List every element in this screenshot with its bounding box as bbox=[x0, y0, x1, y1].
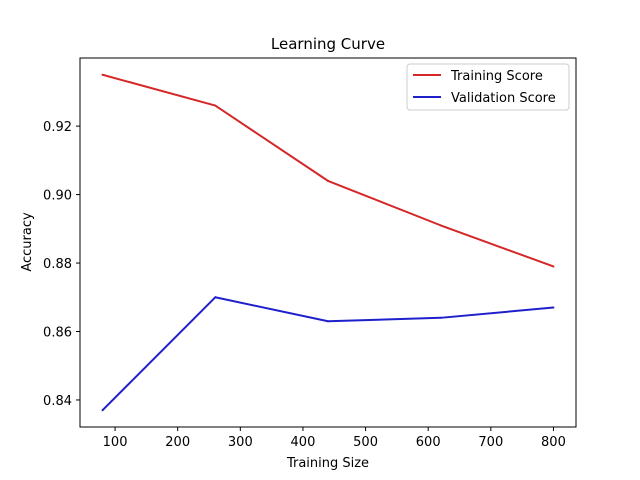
legend-label-validation-score: Validation Score bbox=[451, 91, 556, 106]
point-training-score-260 bbox=[214, 104, 217, 107]
legend: Training Score Validation Score bbox=[406, 63, 570, 111]
point-validation-score-620 bbox=[439, 316, 442, 319]
x-tick-label-700: 700 bbox=[478, 435, 503, 450]
x-axis-label: Training Size bbox=[286, 456, 369, 471]
point-training-score-80 bbox=[101, 73, 104, 76]
x-axis: 100 200 300 400 500 600 700 800 bbox=[103, 427, 566, 450]
y-tick-label-0.84: 0.84 bbox=[43, 394, 72, 409]
x-tick-label-800: 800 bbox=[541, 435, 566, 450]
y-tick-label-0.90: 0.90 bbox=[43, 189, 72, 204]
point-validation-score-80 bbox=[101, 409, 104, 412]
x-tick-label-100: 100 bbox=[103, 435, 128, 450]
point-training-score-620 bbox=[439, 224, 442, 227]
chart-title: Learning Curve bbox=[271, 35, 385, 53]
y-axis-label: Accuracy bbox=[20, 212, 35, 272]
point-validation-score-260 bbox=[214, 296, 217, 299]
series-layer bbox=[101, 73, 555, 412]
plot-area bbox=[79, 57, 577, 428]
x-tick-label-300: 300 bbox=[228, 435, 253, 450]
point-training-score-800 bbox=[552, 265, 555, 268]
x-tick-label-500: 500 bbox=[353, 435, 378, 450]
y-tick-label-0.92: 0.92 bbox=[43, 120, 72, 135]
y-tick-label-0.88: 0.88 bbox=[43, 257, 72, 272]
x-tick-label-600: 600 bbox=[416, 435, 441, 450]
y-axis: 0.84 0.86 0.88 0.90 0.92 bbox=[43, 120, 80, 409]
point-training-score-440 bbox=[327, 179, 329, 182]
point-validation-score-800 bbox=[552, 306, 555, 309]
point-validation-score-440 bbox=[327, 320, 329, 323]
y-tick-label-0.86: 0.86 bbox=[43, 325, 72, 340]
legend-label-training-score: Training Score bbox=[450, 69, 543, 84]
plot-frame bbox=[79, 57, 577, 428]
x-tick-label-200: 200 bbox=[165, 435, 190, 450]
legend-box bbox=[406, 63, 570, 111]
x-tick-label-400: 400 bbox=[291, 435, 316, 450]
